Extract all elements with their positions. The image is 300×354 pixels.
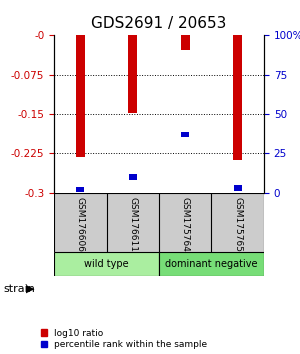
Text: strain: strain	[3, 284, 35, 293]
Text: GSM175765: GSM175765	[233, 197, 242, 252]
Bar	[181, 132, 189, 137]
Bar	[76, 187, 84, 192]
Legend: log10 ratio, percentile rank within the sample: log10 ratio, percentile rank within the …	[40, 329, 207, 349]
Bar	[54, 252, 159, 276]
Text: GSM176611: GSM176611	[128, 197, 137, 252]
Bar	[159, 252, 264, 276]
Text: dominant negative: dominant negative	[165, 259, 258, 269]
Text: ▶: ▶	[26, 284, 34, 293]
Bar	[233, 35, 242, 160]
Bar	[76, 35, 85, 157]
Text: GSM175764: GSM175764	[181, 197, 190, 252]
Text: GSM176606: GSM176606	[76, 197, 85, 252]
Bar	[128, 35, 137, 113]
Bar	[181, 35, 190, 50]
Text: wild type: wild type	[84, 259, 129, 269]
Bar	[129, 174, 137, 179]
Title: GDS2691 / 20653: GDS2691 / 20653	[91, 16, 227, 32]
Bar	[234, 185, 242, 190]
